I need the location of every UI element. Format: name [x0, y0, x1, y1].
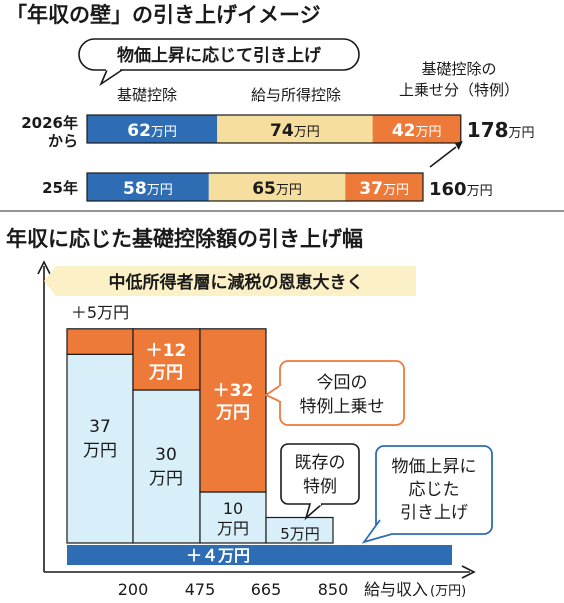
bar-new-2: [199, 328, 267, 493]
seg2-existing-label-line1: 万円: [217, 519, 249, 538]
bar-special-label-1: 37万円: [359, 179, 409, 199]
chart1-banner-pointer: [99, 69, 123, 87]
seg2-new-label-line1: 万円: [215, 403, 250, 423]
chart2-banner-bg: [56, 266, 416, 296]
callout-special-text-line0: 今回の: [317, 373, 368, 393]
bar-total-label-0: 178万円: [467, 118, 535, 142]
row-label-0-a: 2026年: [21, 114, 78, 132]
bar-total-label-1: 160万円: [429, 179, 493, 200]
callout-inflation-text-line1: 応じた: [409, 480, 460, 500]
bar-existing-0: [66, 353, 134, 544]
bar-salary-1: [208, 173, 346, 201]
x-axis-arrow: [461, 565, 476, 579]
bar-outline-1: [86, 172, 424, 202]
legend-special-line0: 基礎控除の: [421, 60, 496, 78]
row-label-1: 25年: [42, 179, 78, 197]
callout-existing-text-line0: 既存の: [295, 453, 346, 473]
chart1-banner-box: [78, 38, 360, 71]
x-axis-label: 給与収入: [364, 580, 428, 599]
seg0-new-label: ＋5万円: [71, 303, 129, 322]
seg3-existing-label: 5万円: [280, 525, 320, 543]
callout-special-pointer: [264, 384, 282, 403]
bar-existing-3: [265, 516, 334, 544]
row-label-0-b: から: [48, 132, 78, 150]
arrow-head: [454, 141, 463, 150]
bar-existing-2: [199, 491, 267, 544]
callout-existing-pointer: [304, 503, 323, 521]
bar-special-0: [372, 115, 461, 143]
bar-existing-1: [132, 389, 201, 544]
chart1-banner-text: 物価上昇に応じて引き上げ: [117, 45, 322, 66]
seg0-existing-label-line0: 37: [89, 417, 111, 437]
x-axis-unit: (万円): [430, 584, 466, 599]
bar-basic-label-0: 62万円: [127, 121, 177, 141]
x-tick-3: 850: [318, 580, 349, 599]
seg1-new-label-line1: 万円: [148, 363, 183, 383]
x-tick-0: 200: [118, 580, 149, 599]
base-band-label: ＋４万円: [186, 546, 250, 565]
callout-inflation-text-line2: 引き上げ: [400, 503, 468, 523]
chart2-title: 年収に応じた基礎控除額の引き上げ幅: [6, 227, 363, 251]
callout-inflation-box: [375, 445, 493, 535]
seg1-existing-label-line1: 万円: [149, 469, 183, 489]
callout-inflation-pointer-mask: [379, 520, 392, 534]
callout-existing-text-line1: 特例: [303, 477, 337, 497]
chart2-banner-text: 中低所得者層に減税の恩恵大きく: [109, 272, 364, 293]
legend-basic: 基礎控除: [117, 86, 177, 104]
bar-basic-label-1: 58万円: [123, 179, 173, 199]
bar-new-0: [66, 328, 134, 355]
seg0-existing-label-line1: 万円: [83, 441, 117, 461]
seg2-existing-label-line0: 10: [223, 499, 243, 518]
bar-outline-0: [86, 114, 462, 144]
base-band-bar: [67, 545, 452, 565]
bar-salary-label-1: 65万円: [252, 179, 302, 199]
seg1-new-label-line0: ＋12: [146, 341, 187, 361]
x-tick-1: 475: [185, 580, 216, 599]
callout-inflation-text-line0: 物価上昇に: [392, 457, 477, 477]
bar-salary-0: [217, 115, 373, 143]
bar-basic-0: [87, 115, 218, 143]
bar-new-1: [132, 328, 201, 391]
legend-salary: 給与所得控除: [251, 86, 341, 104]
x-tick-2: 665: [251, 580, 282, 599]
seg2-new-label-line0: ＋32: [213, 381, 254, 401]
bar-basic-1: [87, 173, 209, 201]
arrow-line: [429, 146, 457, 168]
chart2-banner-point: [44, 266, 56, 296]
bar-special-1: [345, 173, 423, 201]
chart1-title: 「年収の壁」の引き上げイメージ: [6, 3, 321, 27]
bar-salary-label-0: 74万円: [270, 121, 320, 141]
seg1-existing-label-line0: 30: [155, 445, 177, 465]
y-axis-arrow: [37, 260, 51, 275]
callout-inflation-pointer: [361, 519, 393, 544]
bar-special-label-0: 42万円: [392, 121, 442, 141]
legend-special-line1: 上乗せ分（特例）: [399, 81, 519, 99]
callout-special-text-line1: 特例上乗せ: [300, 397, 385, 417]
